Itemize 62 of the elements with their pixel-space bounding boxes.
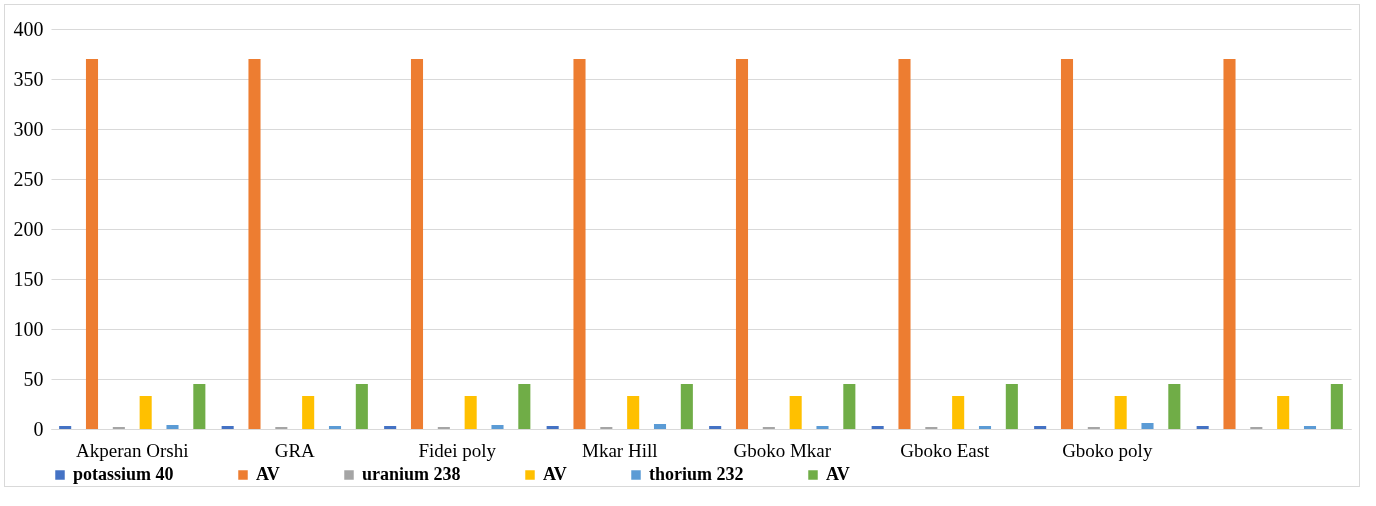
bar bbox=[166, 425, 179, 429]
bar bbox=[735, 59, 749, 429]
bar bbox=[1168, 384, 1181, 429]
bar bbox=[85, 59, 99, 429]
bar bbox=[355, 384, 368, 429]
y-tick-label: 200 bbox=[13, 217, 44, 240]
legend-label: uranium 238 bbox=[362, 464, 461, 484]
bar bbox=[384, 426, 397, 429]
bar bbox=[978, 426, 992, 429]
bar bbox=[871, 426, 884, 429]
y-tick-label: 150 bbox=[13, 267, 44, 290]
bar bbox=[1141, 423, 1154, 429]
bar bbox=[464, 396, 477, 429]
bar bbox=[1060, 59, 1074, 429]
bar bbox=[491, 425, 504, 429]
bar bbox=[139, 396, 152, 429]
bar bbox=[680, 384, 693, 429]
bar bbox=[1223, 59, 1236, 429]
x-tick-label: Fidei poly bbox=[418, 439, 497, 461]
x-tick-label: Gboko Mkar bbox=[733, 439, 832, 461]
bar bbox=[627, 396, 640, 429]
bar bbox=[843, 384, 856, 429]
bar bbox=[1034, 426, 1047, 429]
bar bbox=[1196, 426, 1209, 429]
bar bbox=[1277, 396, 1290, 429]
y-tick-label: 400 bbox=[13, 17, 44, 40]
legend-label: AV bbox=[826, 464, 850, 484]
y-tick-label: 100 bbox=[13, 317, 44, 340]
bar bbox=[302, 396, 315, 429]
bar bbox=[59, 426, 72, 429]
bar bbox=[709, 426, 722, 429]
legend-label: AV bbox=[543, 464, 567, 484]
bar bbox=[816, 426, 829, 429]
bar bbox=[546, 426, 559, 429]
bar bbox=[221, 426, 234, 429]
y-tick-label: 50 bbox=[23, 367, 44, 390]
bar bbox=[952, 396, 965, 429]
bar bbox=[518, 384, 531, 429]
bar bbox=[410, 59, 424, 429]
bar bbox=[898, 59, 911, 429]
x-tick-label: Gboko poly bbox=[1062, 439, 1153, 461]
bar bbox=[248, 59, 261, 429]
y-tick-label: 250 bbox=[13, 167, 44, 190]
x-tick-label: GRA bbox=[274, 439, 316, 461]
bar bbox=[653, 424, 667, 429]
x-tick-label: Akperan Orshi bbox=[76, 439, 189, 461]
y-tick-label: 300 bbox=[13, 117, 44, 140]
bar bbox=[1330, 384, 1343, 429]
bar bbox=[193, 384, 206, 429]
y-tick-label: 0 bbox=[33, 417, 44, 440]
legend-label: thorium 232 bbox=[649, 464, 744, 484]
bar bbox=[789, 396, 802, 429]
bar bbox=[328, 426, 342, 429]
x-tick-label: Gboko East bbox=[900, 439, 991, 461]
y-tick-label: 350 bbox=[13, 67, 44, 90]
legend-label: AV bbox=[256, 464, 280, 484]
x-tick-label: Mkar Hill bbox=[582, 439, 658, 461]
bar bbox=[1114, 396, 1127, 429]
bar bbox=[573, 59, 586, 429]
bar bbox=[1303, 426, 1317, 429]
legend-label: potassium 40 bbox=[73, 464, 174, 484]
bar bbox=[1005, 384, 1018, 429]
